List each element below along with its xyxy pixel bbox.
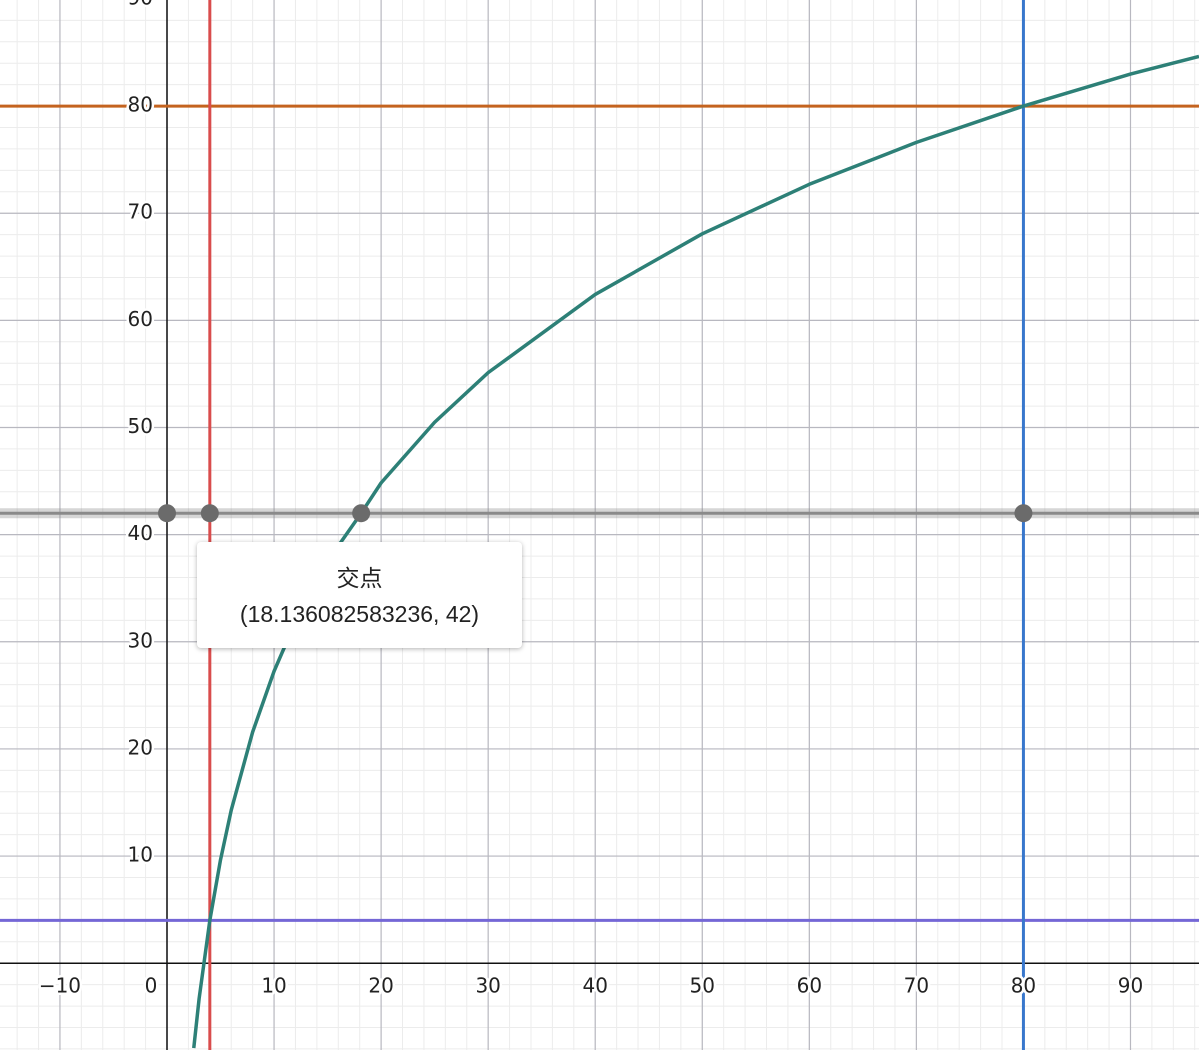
y-tick-label: 50 <box>128 414 153 438</box>
y-tick-label: 60 <box>128 307 153 331</box>
tooltip-title: 交点 <box>336 565 383 591</box>
curve <box>192 54 1199 1049</box>
y-tick-label: 10 <box>128 843 153 867</box>
x-tick-label: 50 <box>690 974 715 998</box>
y-tick-label: 20 <box>128 735 153 759</box>
y-tick-label: 90 <box>128 0 153 9</box>
x-tick-label: 60 <box>797 974 822 998</box>
x-tick-label: 30 <box>475 974 500 998</box>
intersection-point <box>352 504 371 523</box>
x-tick-label: −10 <box>39 974 81 998</box>
x-tick-label: 10 <box>261 974 286 998</box>
y-tick-label: 70 <box>128 200 153 224</box>
intersection-point <box>158 504 177 523</box>
tooltip-text: (18.136082583236, 42) <box>239 601 480 627</box>
x-tick-label: 40 <box>582 974 607 998</box>
y-tick-label: 80 <box>128 93 153 117</box>
y-tick-label: 30 <box>128 628 153 652</box>
y-tick-label: 40 <box>128 521 153 545</box>
x-tick-label: 0 <box>145 974 158 998</box>
x-tick-label: 20 <box>368 974 393 998</box>
intersection-point <box>200 504 219 523</box>
tooltip: 交点 (18.136082583236, 42) <box>197 542 522 648</box>
x-tick-label: 90 <box>1118 974 1143 998</box>
x-tick-label: 70 <box>904 974 929 998</box>
intersection-point <box>1014 504 1033 523</box>
x-tick-label: 80 <box>1011 974 1036 998</box>
